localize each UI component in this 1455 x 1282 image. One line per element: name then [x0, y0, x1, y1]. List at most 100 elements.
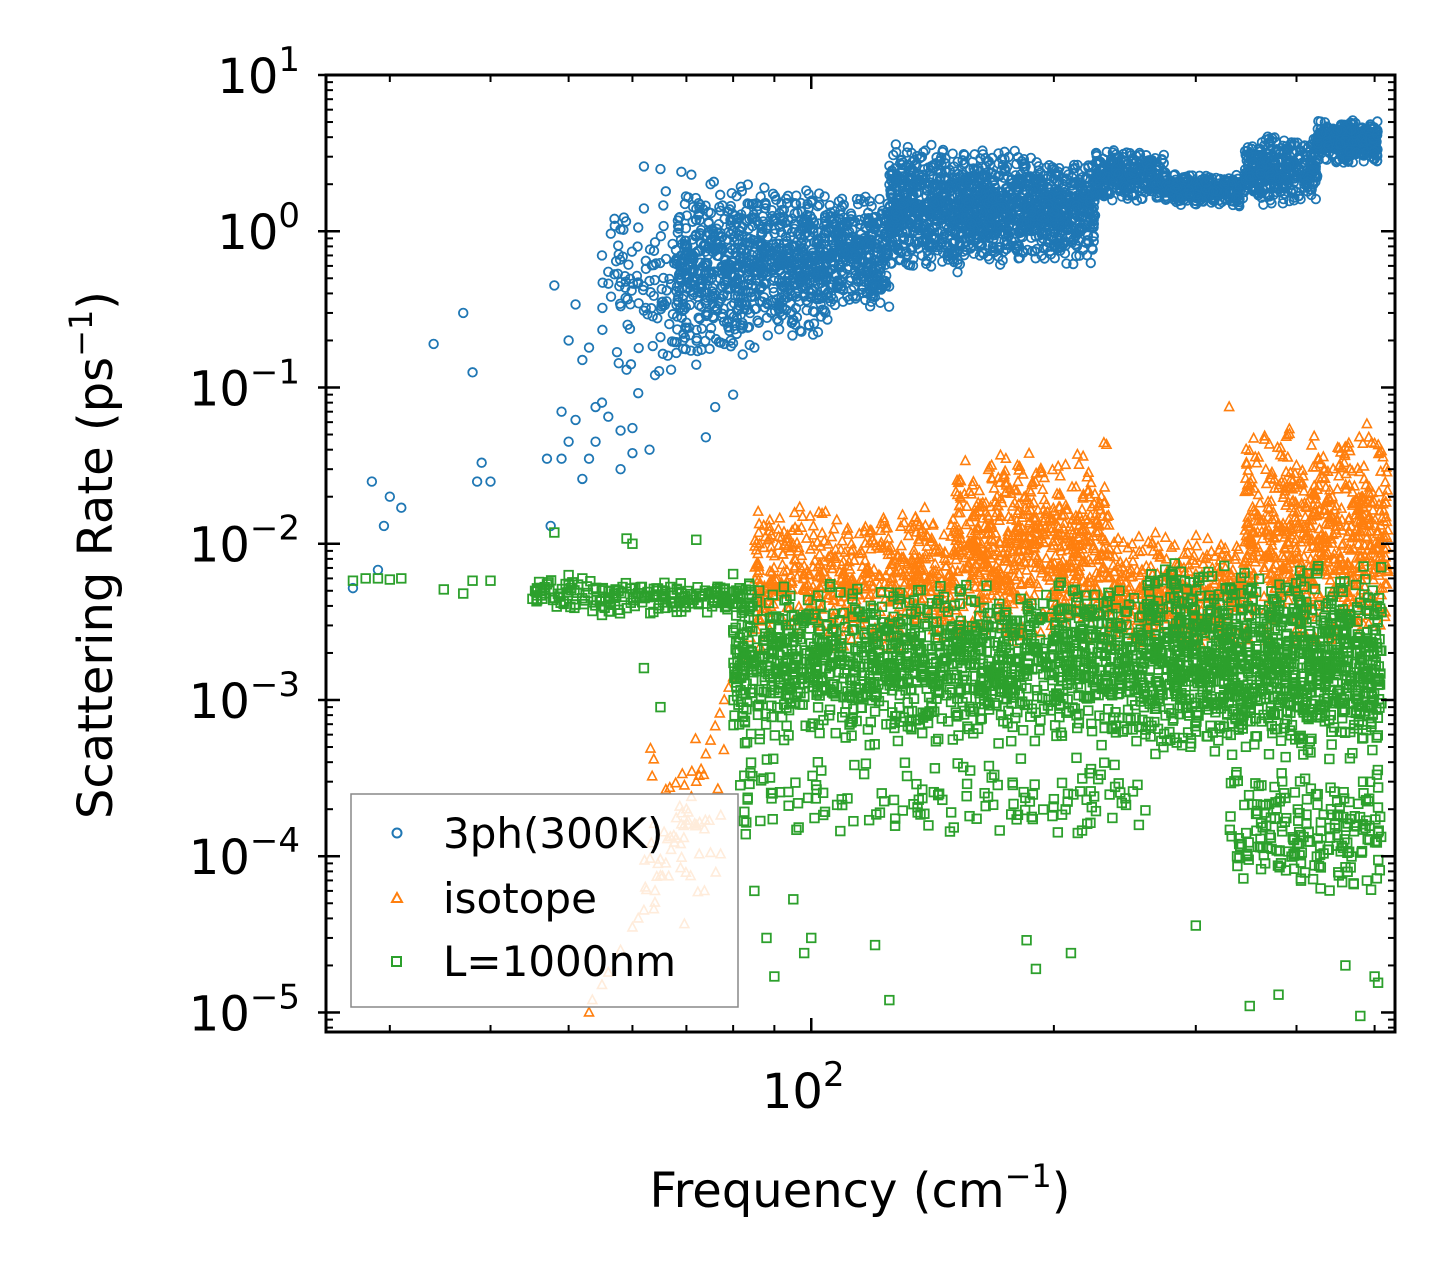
data-point-3ph-300k	[701, 310, 712, 322]
data-point-isotope	[773, 511, 786, 523]
data-point-3ph-300k	[680, 302, 692, 313]
data-point-3ph-300k	[798, 215, 810, 227]
data-point-3ph-300k	[714, 242, 725, 253]
data-point-3ph-300k	[714, 201, 725, 213]
data-point-3ph-300k	[717, 312, 728, 323]
data-point-3ph-300k	[705, 322, 717, 334]
data-point-3ph-300k	[633, 387, 644, 399]
data-point-3ph-300k	[396, 502, 407, 513]
data-point-3ph-300k	[792, 207, 803, 218]
data-point-3ph-300k	[700, 297, 711, 309]
data-point-3ph-300k	[671, 336, 682, 348]
data-point-3ph-300k	[664, 318, 675, 330]
data-point-3ph-300k	[776, 227, 787, 238]
data-point-3ph-300k	[570, 299, 581, 310]
data-point-isotope	[647, 752, 660, 764]
data-point-3ph-300k	[725, 341, 737, 352]
data-point-3ph-300k	[476, 457, 487, 468]
data-point-3ph-300k	[684, 329, 695, 341]
data-point-3ph-300k	[647, 340, 658, 352]
data-point-3ph-300k	[784, 269, 795, 281]
data-point-3ph-300k	[378, 520, 390, 532]
data-point-3ph-300k	[471, 476, 483, 487]
data-point-3ph-300k	[700, 335, 711, 347]
data-point-3ph-300k	[655, 163, 666, 175]
data-point-3ph-300k	[556, 453, 567, 464]
data-point-3ph-300k	[785, 288, 797, 300]
data-point-3ph-300k	[807, 196, 818, 207]
data-point-3ph-300k	[808, 217, 820, 229]
data-point-3ph-300k	[729, 236, 740, 247]
data-point-3ph-300k	[623, 259, 634, 270]
data-point-3ph-300k	[647, 311, 658, 322]
data-point-3ph-300k	[605, 291, 617, 302]
data-point-3ph-300k	[638, 203, 650, 214]
data-point-3ph-300k	[615, 276, 627, 288]
data-point-3ph-300k	[707, 286, 718, 297]
data-point-3ph-300k	[734, 226, 745, 237]
data-point-3ph-300k	[626, 285, 637, 296]
data-point-3ph-300k	[384, 491, 396, 502]
data-point-3ph-300k	[743, 237, 754, 248]
data-point-3ph-300k	[671, 299, 682, 311]
data-point-3ph-300k	[729, 276, 740, 288]
data-point-3ph-300k	[704, 329, 716, 341]
data-point-isotope	[830, 513, 843, 525]
data-point-3ph-300k	[626, 246, 638, 257]
data-point-3ph-300k	[700, 432, 712, 443]
data-point-3ph-300k	[767, 188, 779, 200]
data-point-3ph-300k	[611, 346, 623, 358]
data-point-3ph-300k	[730, 278, 742, 290]
data-point-3ph-300k	[746, 198, 758, 210]
data-point-3ph-300k	[627, 447, 638, 459]
data-point-3ph-300k	[577, 473, 588, 485]
data-point-3ph-300k	[727, 208, 738, 219]
data-point-3ph-300k	[712, 266, 724, 277]
data-point-3ph-300k	[664, 273, 675, 285]
data-point-3ph-300k	[722, 234, 733, 245]
data-point-3ph-300k	[723, 259, 734, 271]
data-point-3ph-300k	[807, 329, 819, 340]
data-point-3ph-300k	[657, 348, 669, 360]
data-point-3ph-300k	[596, 397, 608, 408]
data-point-3ph-300k	[695, 228, 706, 239]
data-point-3ph-300k	[700, 257, 711, 268]
data-point-3ph-300k	[596, 250, 608, 261]
data-point-3ph-300k	[605, 228, 617, 239]
data-point-3ph-300k	[759, 182, 770, 193]
data-point-isotope	[813, 547, 826, 559]
data-point-3ph-300k	[725, 214, 736, 226]
data-point-isotope	[772, 538, 785, 550]
data-point-3ph-300k	[713, 298, 724, 309]
data-point-isotope	[676, 767, 689, 779]
data-point-3ph-300k	[458, 307, 469, 319]
data-point-3ph-300k	[614, 254, 626, 265]
data-point-3ph-300k	[624, 273, 636, 284]
data-point-3ph-300k	[723, 247, 735, 259]
data-point-3ph-300k	[808, 227, 819, 238]
data-point-3ph-300k	[795, 197, 807, 209]
data-point-3ph-300k	[658, 220, 669, 232]
data-point-3ph-300k	[633, 342, 644, 354]
data-point-3ph-300k	[541, 453, 553, 464]
data-point-3ph-300k	[778, 211, 789, 223]
data-point-3ph-300k	[583, 342, 595, 353]
data-point-3ph-300k	[638, 161, 650, 172]
data-point-3ph-300k	[632, 241, 643, 252]
data-point-3ph-300k	[633, 222, 644, 233]
data-point-isotope	[816, 526, 829, 538]
data-point-3ph-300k	[694, 214, 705, 226]
data-point-3ph-300k	[620, 292, 631, 304]
data-point-3ph-300k	[822, 314, 833, 325]
data-point-isotope	[686, 764, 698, 776]
data-point-3ph-300k	[597, 277, 608, 288]
data-point-3ph-300k	[658, 200, 669, 211]
data-point-3ph-300k	[675, 273, 687, 284]
data-point-3ph-300k	[652, 313, 663, 324]
data-point-isotope	[793, 500, 806, 512]
data-point-3ph-300k	[729, 283, 741, 294]
data-point-3ph-300k	[644, 444, 655, 455]
data-point-isotope	[895, 539, 908, 551]
data-point-3ph-300k	[372, 564, 384, 576]
data-point-3ph-300k	[615, 463, 626, 475]
